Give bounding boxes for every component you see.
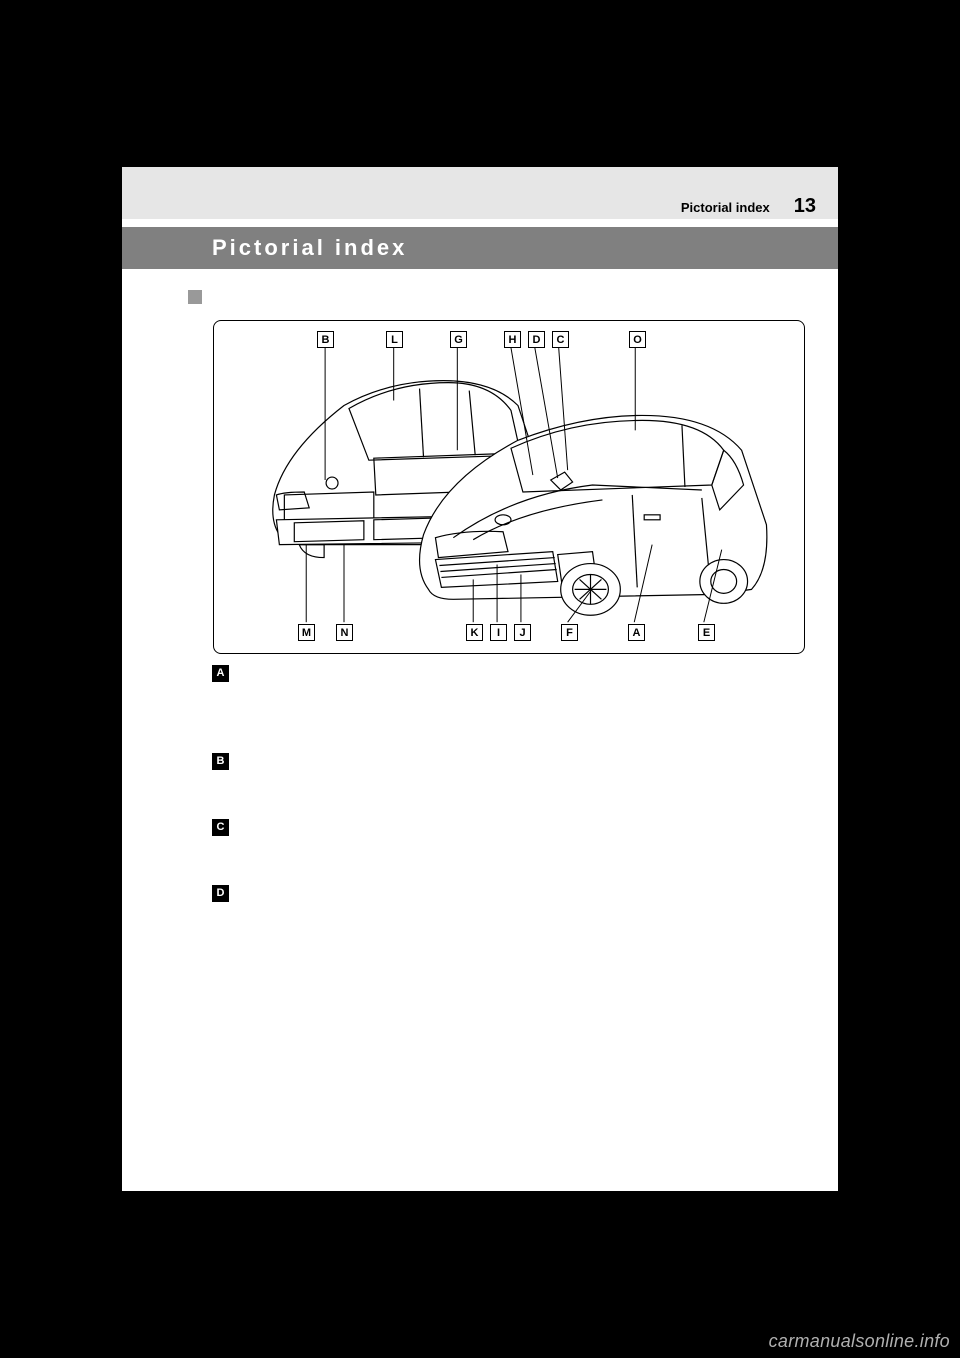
page-title: Pictorial index — [212, 235, 407, 261]
item-sub-line — [212, 862, 805, 880]
callout-n: N — [336, 624, 353, 641]
callout-c: C — [552, 331, 569, 348]
page-header: Pictorial index 13 — [681, 195, 816, 218]
item-sub-line — [212, 840, 805, 858]
index-item-b: B — [212, 752, 805, 814]
callout-m: M — [298, 624, 315, 641]
callout-d: D — [528, 331, 545, 348]
index-item-a: A — [212, 664, 805, 748]
item-label-c: C — [212, 819, 229, 836]
item-label-b: B — [212, 753, 229, 770]
callout-o: O — [629, 331, 646, 348]
car-illustration — [214, 321, 804, 653]
item-sub-line — [212, 686, 805, 704]
item-sub-line — [212, 906, 805, 924]
vehicle-diagram: B L G HDC O M N KIJ F A E — [213, 320, 805, 654]
callout-e: E — [698, 624, 715, 641]
watermark: carmanualsonline.info — [769, 1331, 950, 1352]
index-item-c: C — [212, 818, 805, 880]
item-label-d: D — [212, 885, 229, 902]
item-sub-line — [212, 774, 805, 792]
item-sub-line — [212, 796, 805, 814]
item-label-a: A — [212, 665, 229, 682]
index-item-d: D — [212, 884, 805, 924]
header-section-label: Pictorial index — [681, 200, 770, 215]
item-sub-line — [212, 708, 805, 726]
callout-j: J — [514, 624, 531, 641]
callout-b: B — [317, 331, 334, 348]
callout-k: K — [466, 624, 483, 641]
callout-i: I — [490, 624, 507, 641]
callout-f: F — [561, 624, 578, 641]
callout-h: H — [504, 331, 521, 348]
index-items: A B C D — [212, 664, 805, 928]
section-marker-box — [188, 290, 202, 304]
header-page-number: 13 — [794, 195, 816, 218]
manual-page: Pictorial index 13 Pictorial index — [122, 167, 838, 1191]
callout-a: A — [628, 624, 645, 641]
callout-g: G — [450, 331, 467, 348]
callout-l: L — [386, 331, 403, 348]
title-bar: Pictorial index — [122, 227, 838, 269]
item-sub-line — [212, 730, 805, 748]
